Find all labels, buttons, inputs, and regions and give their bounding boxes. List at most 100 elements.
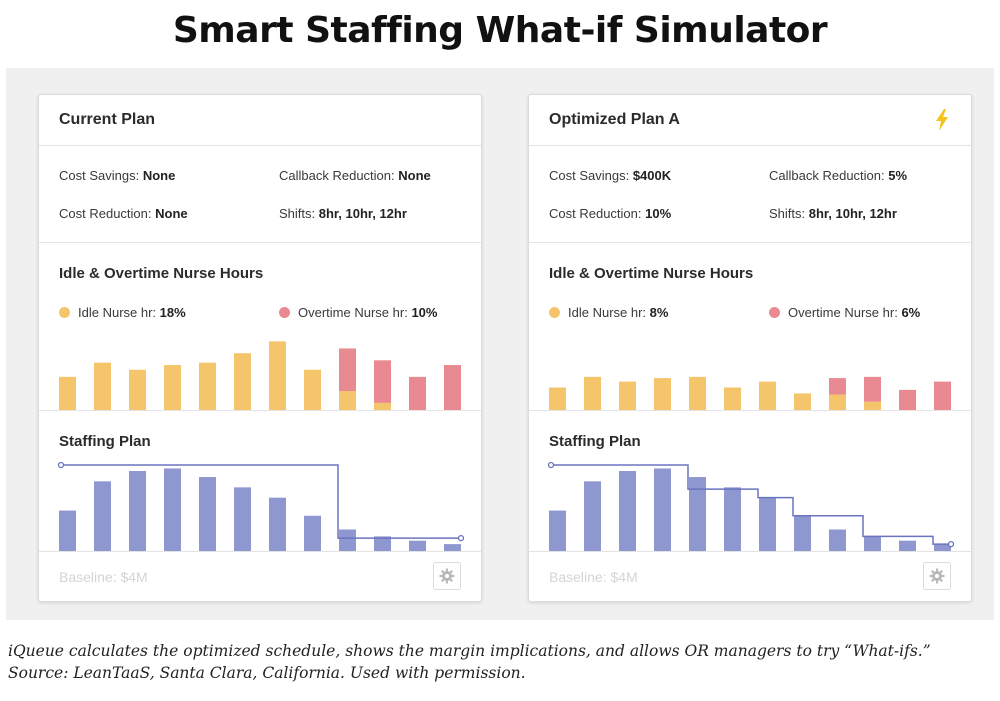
idle-bar [339, 391, 356, 410]
demand-bar [164, 468, 181, 551]
figure-caption: iQueue calculates the optimized schedule… [8, 640, 993, 684]
idle-dot-icon [59, 307, 70, 318]
callback-reduction-metric: Callback Reduction: None [279, 168, 431, 183]
staffing-plan-chart [547, 461, 955, 551]
demand-bar [444, 544, 461, 551]
current-plan-card: Current Plan Cost Savings: None Callback… [38, 94, 482, 602]
demand-bar [549, 510, 566, 551]
idle-bar [829, 394, 846, 410]
gear-icon [929, 568, 945, 584]
idle-bar [199, 362, 216, 410]
legend-idle: Idle Nurse hr: 8% [549, 305, 668, 320]
demand-bar [794, 515, 811, 551]
line-end-marker [947, 540, 955, 548]
settings-button[interactable] [923, 562, 951, 590]
shifts-metric: Shifts: 8hr, 10hr, 12hr [279, 206, 407, 221]
demand-bar [269, 497, 286, 551]
idle-dot-icon [549, 307, 560, 318]
demand-bar [829, 529, 846, 551]
cost-reduction-metric: Cost Reduction: None [59, 206, 188, 221]
demand-bar [759, 497, 776, 551]
idle-overtime-title: Idle & Overtime Nurse Hours [549, 265, 754, 282]
overtime-dot-icon [769, 307, 780, 318]
demand-bar [934, 544, 951, 551]
callback-reduction-metric: Callback Reduction: 5% [769, 168, 908, 183]
card-title: Optimized Plan A [549, 111, 680, 128]
staffing-step-line [61, 464, 461, 539]
idle-bar [269, 341, 286, 410]
chart-divider [39, 551, 481, 552]
shifts-metric: Shifts: 8hr, 10hr, 12hr [769, 206, 897, 221]
idle-bar [584, 376, 601, 410]
card-title: Current Plan [59, 111, 156, 128]
overtime-bar [339, 348, 356, 392]
idle-bar [374, 402, 391, 410]
demand-bar [234, 487, 251, 551]
idle-bar [549, 387, 566, 410]
idle-bar [619, 381, 636, 410]
idle-bar [689, 376, 706, 410]
idle-bar [759, 381, 776, 410]
chart-divider [39, 410, 481, 411]
demand-bar [899, 540, 916, 551]
demand-bar [689, 477, 706, 551]
idle-bar [129, 369, 146, 410]
metrics-panel: Cost Savings: $400K Callback Reduction: … [529, 146, 971, 243]
legend-idle: Idle Nurse hr: 18% [59, 305, 186, 320]
idle-overtime-chart [59, 341, 461, 410]
staffing-step-line [551, 464, 951, 545]
legend-overtime: Overtime Nurse hr: 10% [279, 305, 437, 320]
cost-savings-metric: Cost Savings: $400K [549, 168, 672, 183]
demand-bar [864, 536, 881, 551]
idle-overtime-chart [549, 376, 951, 410]
idle-bar [164, 365, 181, 410]
baseline-label: Baseline: $4M [549, 569, 638, 585]
cost-reduction-metric: Cost Reduction: 10% [549, 206, 672, 221]
idle-bar [794, 393, 811, 410]
idle-bar [94, 362, 111, 410]
idle-bar [304, 369, 321, 410]
demand-bar [339, 529, 356, 551]
overtime-bar [829, 378, 846, 395]
demand-bar [199, 477, 216, 551]
overtime-bar [444, 365, 461, 410]
caption-source: Source: LeanTaaS, Santa Clara, Californi… [8, 664, 526, 682]
card-header: Optimized Plan A [529, 95, 971, 146]
line-end-marker [457, 534, 465, 542]
settings-button[interactable] [433, 562, 461, 590]
overtime-bar [934, 381, 951, 410]
lightning-bolt-icon [936, 109, 948, 131]
caption-line: iQueue calculates the optimized schedule… [8, 642, 931, 660]
demand-bar [304, 515, 321, 551]
chart-divider [529, 551, 971, 552]
demand-bar [129, 471, 146, 551]
demand-bar [409, 540, 426, 551]
demand-bar [374, 536, 391, 551]
demand-bar [584, 481, 601, 551]
overtime-dot-icon [279, 307, 290, 318]
demand-bar [724, 487, 741, 551]
line-start-marker [547, 461, 555, 469]
baseline-label: Baseline: $4M [59, 569, 148, 585]
demand-bar [654, 468, 671, 551]
demand-bar [94, 481, 111, 551]
staffing-plan-title: Staffing Plan [549, 433, 641, 450]
overtime-bar [899, 389, 916, 410]
overtime-bar [864, 376, 881, 402]
legend-overtime: Overtime Nurse hr: 6% [769, 305, 920, 320]
page-title: Smart Staffing What-if Simulator [172, 10, 828, 51]
idle-bar [654, 378, 671, 410]
optimized-plan-card: Optimized Plan A Cost Savings: $400K Cal… [528, 94, 972, 602]
gear-icon [439, 568, 455, 584]
idle-overtime-title: Idle & Overtime Nurse Hours [59, 265, 264, 282]
card-header: Current Plan [39, 95, 481, 146]
demand-bar [59, 510, 76, 551]
staffing-plan-chart [57, 461, 465, 551]
metrics-panel: Cost Savings: None Callback Reduction: N… [39, 146, 481, 243]
idle-bar [234, 353, 251, 410]
staffing-plan-title: Staffing Plan [59, 433, 151, 450]
idle-bar [724, 387, 741, 410]
line-start-marker [57, 461, 65, 469]
cost-savings-metric: Cost Savings: None [59, 168, 176, 183]
chart-divider [529, 410, 971, 411]
